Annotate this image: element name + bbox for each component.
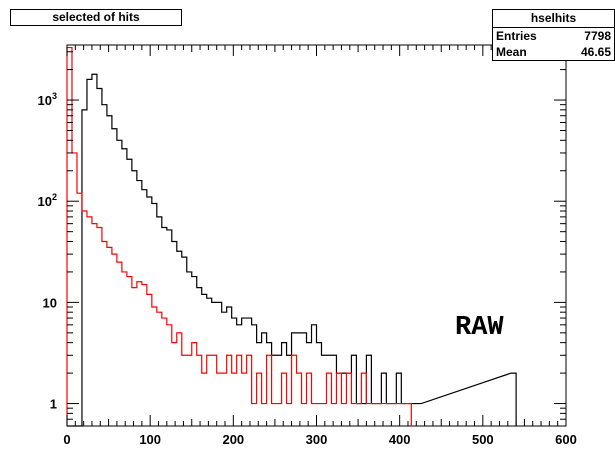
- y-tick-label: 10: [43, 295, 57, 310]
- x-tick-label: 600: [555, 432, 577, 447]
- stats-entries-value: 7798: [584, 29, 611, 43]
- stats-box: hselhits Entries 7798 Mean 46.65: [492, 9, 615, 61]
- x-tick-label: 300: [306, 432, 328, 447]
- histogram-title-box: selected of hits: [10, 9, 182, 26]
- stats-mean-value: 46.65: [580, 45, 611, 59]
- y-tick-label-exponent: 2: [52, 192, 57, 202]
- y-tick-label: 1: [50, 397, 57, 412]
- histogram-title: selected of hits: [52, 10, 140, 24]
- histogram-series-1: [66, 46, 412, 426]
- stats-row-entries: Entries 7798: [493, 28, 614, 44]
- stats-row-mean: Mean 46.65: [493, 44, 614, 60]
- x-tick-label: 200: [222, 432, 244, 447]
- histogram-series-layer: [66, 46, 517, 427]
- y-tick-label-exponent: 3: [52, 91, 57, 101]
- x-tick-label: 400: [389, 432, 411, 447]
- stats-histogram-name: hselhits: [493, 10, 614, 28]
- stats-entries-label: Entries: [496, 29, 537, 43]
- y-tick-label-base: 10: [43, 295, 57, 310]
- x-tick-label: 100: [139, 432, 161, 447]
- y-tick-label-base: 10: [38, 93, 52, 108]
- stats-mean-label: Mean: [496, 45, 527, 59]
- y-tick-label: 103: [38, 91, 57, 108]
- raw-annotation: RAW: [455, 313, 504, 343]
- plot-frame: [66, 44, 567, 427]
- y-tick-label-base: 1: [50, 397, 57, 412]
- y-tick-label: 102: [38, 192, 57, 209]
- axis-ticks: [66, 45, 567, 427]
- x-tick-label: 500: [472, 432, 494, 447]
- y-tick-label-base: 10: [38, 194, 52, 209]
- x-tick-label: 0: [63, 432, 70, 447]
